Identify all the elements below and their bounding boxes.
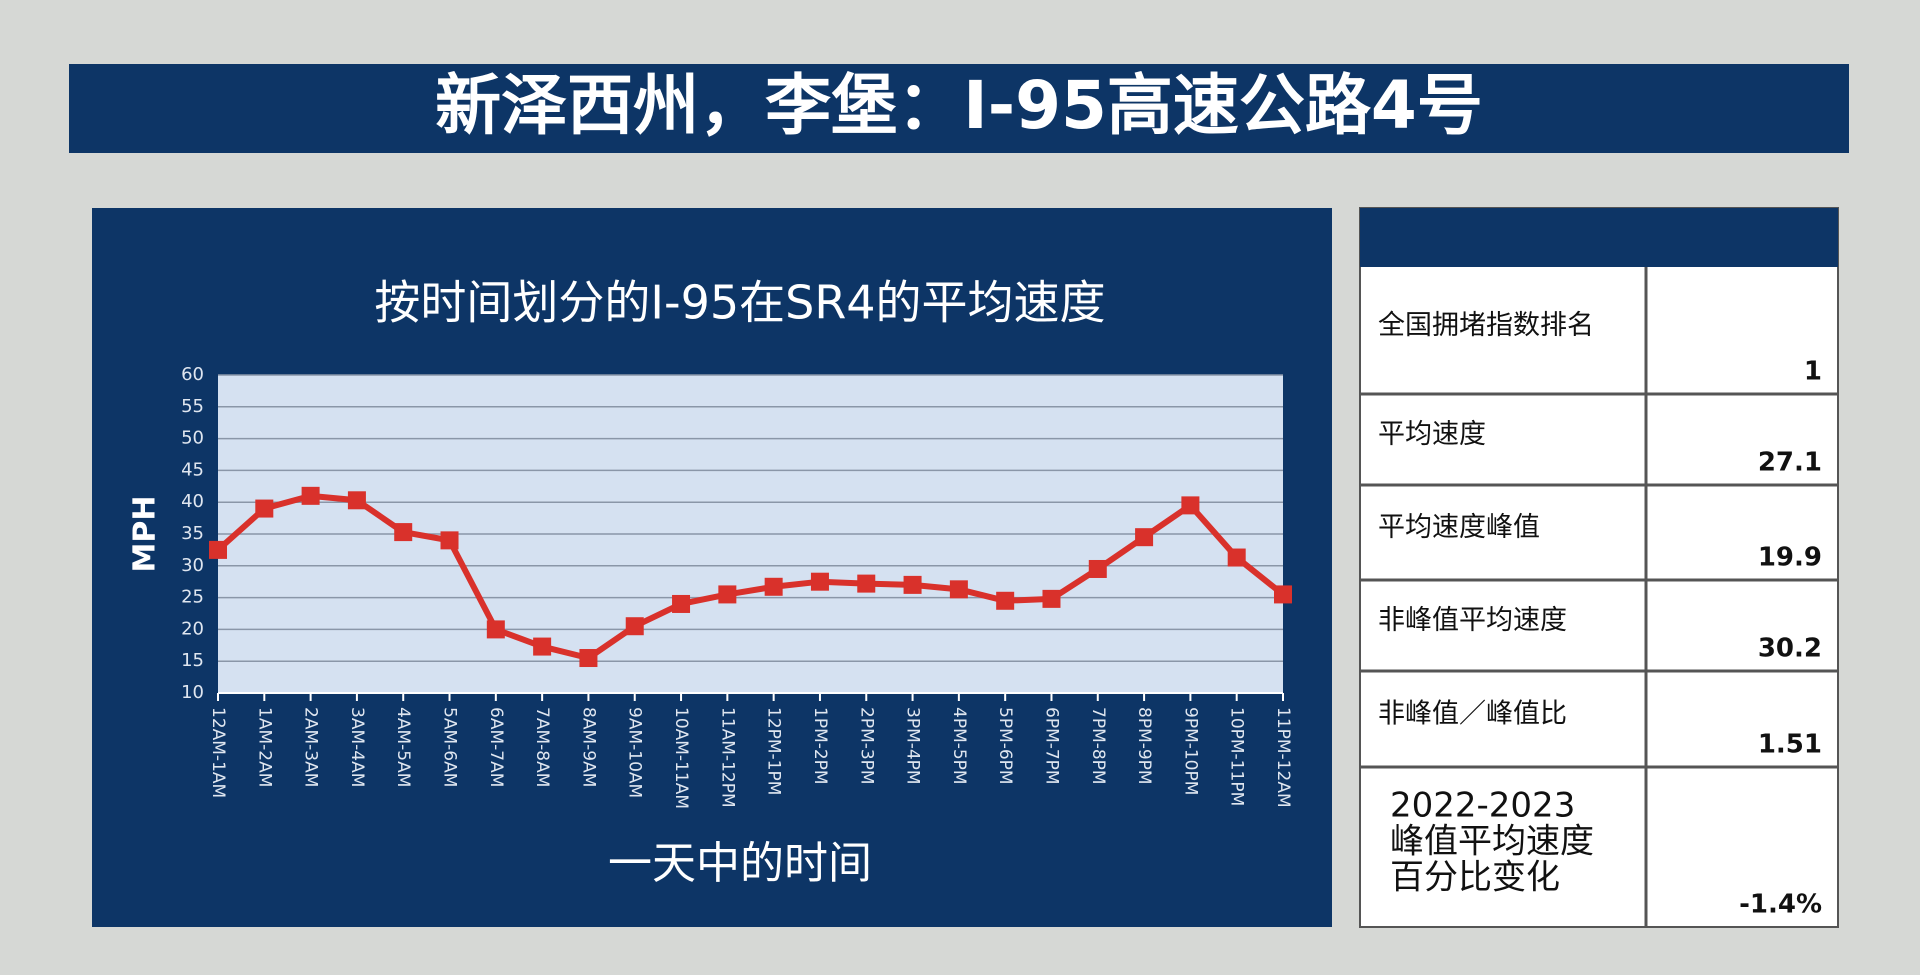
data-point — [1042, 589, 1061, 608]
data-point — [949, 580, 968, 599]
x-tick-label: 11AM-12PM — [717, 707, 737, 808]
data-point — [1088, 559, 1107, 578]
stats-table — [1359, 207, 1839, 928]
x-tick-label: 9AM-10AM — [625, 707, 645, 798]
x-tick-label: 10AM-11AM — [671, 707, 691, 809]
x-axis-title: 一天中的时间 — [608, 838, 872, 889]
x-tick-label: 7AM-8AM — [532, 707, 552, 787]
y-tick-label: 50 — [181, 428, 204, 449]
y-tick-label: 30 — [181, 555, 204, 576]
row-label: 峰值平均速度 — [1390, 822, 1594, 862]
y-tick-label: 15 — [181, 650, 204, 671]
y-tick-label: 10 — [181, 682, 204, 703]
data-point — [1274, 585, 1292, 604]
x-tick-label: 5PM-6PM — [995, 707, 1015, 785]
data-point — [394, 523, 413, 542]
title-banner — [69, 64, 1849, 153]
x-tick-label: 6AM-7AM — [486, 707, 506, 787]
x-tick-label: 2PM-3PM — [856, 707, 876, 785]
x-tick-label: 2AM-3AM — [301, 707, 321, 787]
data-point — [810, 572, 829, 591]
data-point — [672, 594, 691, 613]
y-tick-label: 55 — [181, 396, 204, 417]
x-tick-label: 4AM-5AM — [393, 707, 413, 787]
row-label: 2022-2023 — [1390, 786, 1575, 826]
x-tick-label: 5AM-6AM — [440, 707, 460, 787]
x-tick-label: 9PM-10PM — [1180, 707, 1200, 795]
x-tick-label: 12PM-1PM — [764, 707, 784, 795]
data-point — [486, 620, 505, 639]
row-value: 1 — [1804, 357, 1822, 387]
data-point — [209, 540, 227, 559]
x-tick-label: 6PM-7PM — [1041, 707, 1061, 785]
y-tick-label: 60 — [181, 364, 204, 385]
y-tick-label: 40 — [181, 491, 204, 512]
table-header — [1360, 208, 1838, 267]
y-tick-label: 35 — [181, 523, 204, 544]
x-tick-label: 1PM-2PM — [810, 707, 830, 785]
row-label: 全国拥堵指数排名 — [1378, 310, 1594, 341]
data-point — [1135, 528, 1154, 547]
x-tick-label: 4PM-5PM — [949, 707, 969, 785]
x-tick-label: 12AM-1AM — [208, 707, 228, 798]
x-tick-label: 8AM-9AM — [578, 707, 598, 787]
data-point — [718, 585, 737, 604]
row-value: 19.9 — [1758, 543, 1822, 573]
row-value: 1.51 — [1758, 730, 1822, 760]
data-point — [996, 591, 1015, 610]
data-point — [857, 574, 876, 593]
y-tick-label: 25 — [181, 587, 204, 608]
data-point — [1227, 548, 1246, 567]
chart-title: 按时间划分的I-95在SR4的平均速度 — [374, 276, 1105, 330]
x-tick-label: 11PM-12AM — [1273, 707, 1293, 808]
data-point — [1181, 496, 1200, 515]
data-point — [579, 649, 598, 668]
row-label: 非峰值／峰值比 — [1378, 699, 1567, 730]
data-point — [533, 637, 552, 656]
y-tick-label: 45 — [181, 459, 204, 480]
data-point — [347, 491, 366, 510]
data-point — [255, 499, 274, 518]
data-point — [440, 531, 459, 550]
chart-marks: 10 15 20 25 30 35 40 45 50 55 60 12AM-1AM 1AM-2AM 2AM… — [181, 364, 1293, 809]
table-body: 全国拥堵指数排名 1 平均速度 27.1 平均速度峰值 19.9 非峰值平均速度 30.2 非峰… — [1360, 310, 1838, 920]
data-point — [764, 577, 783, 596]
x-tick-label: 1AM-2AM — [254, 707, 274, 787]
x-tick-label: 3AM-4AM — [347, 707, 367, 787]
x-tick-label: 8PM-9PM — [1134, 707, 1154, 785]
x-tick-label: 7PM-8PM — [1088, 707, 1108, 785]
row-label: 平均速度 — [1378, 419, 1486, 450]
slide-title: 新泽西州，李堡：I-95高速公路4号 — [435, 67, 1483, 144]
data-point — [301, 486, 320, 505]
x-tick-label: 10PM-11PM — [1227, 707, 1247, 806]
data-point — [625, 617, 644, 636]
data-point — [903, 575, 922, 594]
x-tick-label: 3PM-4PM — [903, 707, 923, 785]
row-value: 30.2 — [1758, 634, 1822, 664]
row-label: 百分比变化 — [1390, 858, 1560, 898]
row-label: 非峰值平均速度 — [1378, 605, 1567, 636]
row-value: 27.1 — [1758, 448, 1822, 478]
row-label: 平均速度峰值 — [1378, 512, 1540, 543]
y-axis-title: MPH — [128, 496, 163, 573]
y-tick-label: 20 — [181, 618, 204, 639]
row-value: -1.4% — [1739, 890, 1822, 920]
